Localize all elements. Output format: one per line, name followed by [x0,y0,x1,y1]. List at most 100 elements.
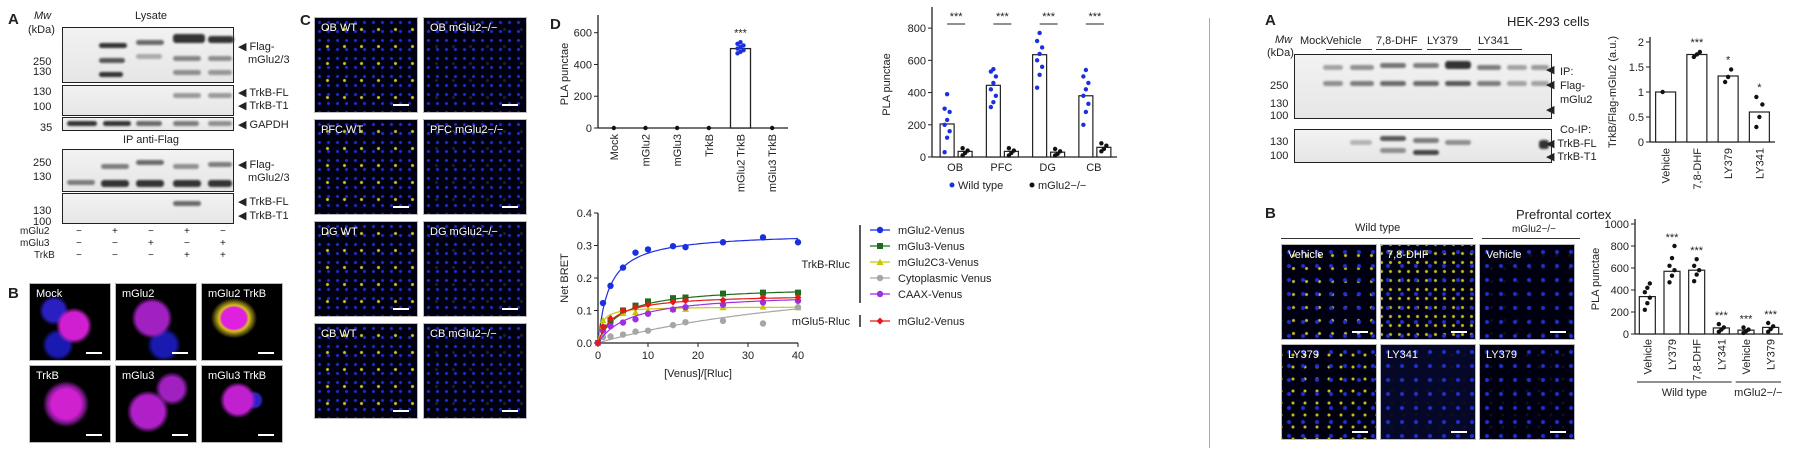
condition-value: + [112,226,118,237]
group-label: mGlu2−/− [1734,387,1782,399]
data-point [644,301,652,309]
micrograph-tile: Mock [29,283,111,361]
significance-label: *** [1666,232,1680,244]
x-tick-label: mGlu2 [641,134,653,166]
data-point [988,87,994,92]
blot-lysate-mglu [62,27,234,83]
data-point [682,304,689,311]
data-point [1081,122,1086,127]
arrowhead-label: ◀ TrkB-FL [1546,138,1597,150]
chart-pla-brain-regions: 0 200 400 600 800 PLA punctae OB *** PFC *** DG ***… [881,7,1117,192]
data-point [644,246,652,253]
data-point [1083,109,1089,115]
fit-curve [597,237,799,344]
bar [729,47,752,129]
y-tick-label: 0 [586,123,592,135]
micrograph-tile: mGlu3 [115,365,197,443]
y-tick-label: 1000 [1605,219,1629,231]
group-label: Wild type [1662,387,1707,399]
micrograph-label: DG WT [321,226,358,238]
micrograph-label: OB mGlu2−/− [430,22,498,34]
lane-group-label: Mock [1300,35,1327,47]
mw-tick: 130 [33,171,52,183]
data-point [759,303,767,310]
data-point [942,149,947,155]
scale-bar [1550,331,1566,333]
mw-tick: 100 [33,216,52,228]
data-point [719,301,727,308]
mw-label: Mw [34,10,52,22]
blot-coip-trkb [1294,129,1552,163]
data-point [1716,321,1722,327]
x-tick-label: LY341 [1754,148,1766,179]
legend-label: Wild type [958,180,1003,192]
data-point [1721,325,1727,330]
data-point [719,296,727,304]
data-point [1770,324,1776,329]
scale-bar [1451,331,1467,333]
x-tick-label: DG [1039,162,1056,174]
micrograph-label: mGlu3 [122,370,155,382]
data-point [1722,79,1728,85]
data-point [1672,268,1677,273]
gapdh-label: GAPDH [249,119,289,131]
scale-bar [1451,431,1467,433]
x-axis-label: [Venus]/[Rluc] [664,368,732,380]
legend-label: mGlu2-Venus [898,316,965,328]
lane-group-line [1326,49,1372,50]
significance-label: *** [1764,309,1778,321]
mw-tick: 250 [33,157,52,169]
legend-label: mGlu3-Venus [898,241,965,253]
data-point [1669,273,1675,278]
data-point [619,319,627,326]
data-point [1034,85,1040,90]
micrograph-tile: 7,8-DHF [1380,244,1476,340]
data-point [1052,146,1058,152]
data-point [669,242,677,250]
y-tick-label: 0.1 [577,306,592,318]
data-point [599,299,607,307]
trkb-fl-label: TrkB-FL [249,196,289,208]
legend-marker [876,258,884,265]
significance-label: * [1726,55,1731,67]
x-tick-label: OB [947,162,963,174]
arrowhead-label: ◀ TrkB-FL [238,87,289,99]
data-point [1034,58,1040,63]
x-tick-label: Mock [609,134,621,161]
y-tick-label: 200 [574,91,592,103]
legend-marker [1029,182,1035,188]
bar [1655,91,1677,143]
y-tick-label: 0.5 [1629,112,1644,124]
panel-a-label: A [8,11,19,28]
x-tick-label: Vehicle [1642,339,1654,374]
condition-value: + [184,250,190,261]
condition-value: − [76,238,82,249]
data-point [1765,320,1771,326]
micrograph-label: Vehicle [1288,249,1324,261]
data-point [991,80,996,86]
y-tick-label: 0 [1623,329,1629,341]
x-tick-label: CB [1086,162,1101,174]
data-point [682,319,689,326]
x-tick-label: 7,8-DHF [1692,148,1704,190]
data-point [720,290,726,297]
scale-bar [258,434,274,436]
data-point [1081,93,1086,98]
data-point [619,331,627,338]
legend-group-label: TrkB-Rluc [802,259,851,271]
data-point [944,117,950,123]
data-point [682,243,689,251]
condition-value: + [220,250,226,261]
arrowhead-label: ◀ GAPDH [238,119,289,131]
mw-tick: 130 [33,86,52,98]
y-axis-label: PLA punctae [881,53,893,115]
data-point [1754,124,1759,130]
mglu2-label: mGlu2 [1560,94,1593,106]
x-tick-label: mGlu3 [672,134,684,166]
bar [985,84,1001,158]
bar [1748,111,1770,143]
blot-lysate-trkb [62,85,234,116]
y-tick-label: 0 [1638,137,1644,149]
mw-tick: 250 [33,56,52,68]
trkb-fl-label: TrkB-FL [249,87,289,99]
